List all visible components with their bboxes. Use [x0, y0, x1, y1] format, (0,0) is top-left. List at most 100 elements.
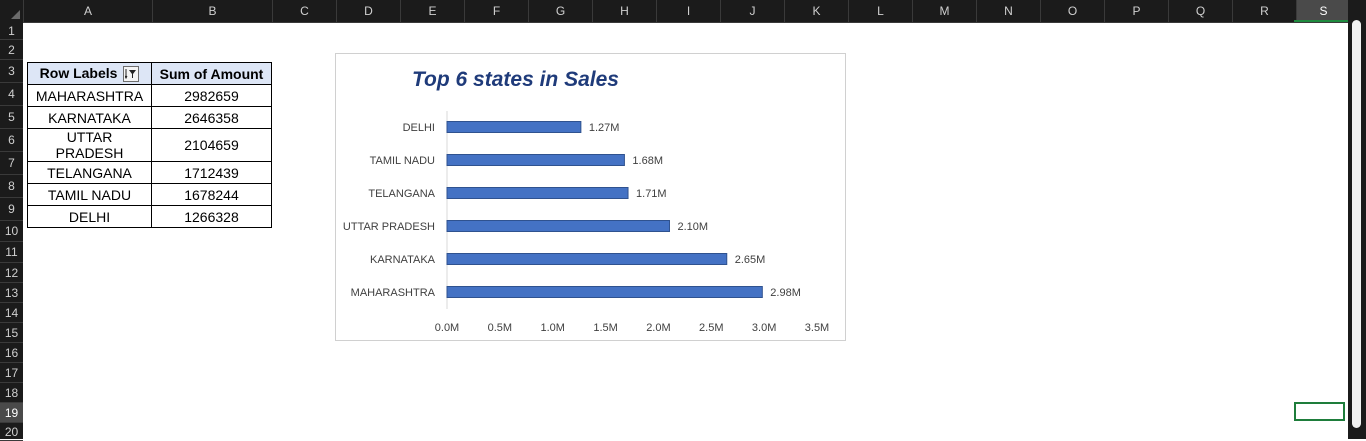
- column-header-q[interactable]: Q: [1169, 0, 1233, 22]
- row-header-15[interactable]: 15: [0, 323, 23, 343]
- x-tick-label: 2.0M: [646, 322, 670, 334]
- pivot-row: UTTAR PRADESH 2104659: [27, 128, 272, 162]
- row-header-14[interactable]: 14: [0, 303, 23, 323]
- category-label: TELANGANA: [368, 188, 435, 200]
- row-header-10[interactable]: 10: [0, 221, 23, 242]
- column-header-i[interactable]: I: [657, 0, 721, 22]
- select-all-triangle-icon: [11, 10, 20, 19]
- pivot-table: Row Labels Sum of Amount MAHARASHTRA 2982…: [27, 62, 272, 228]
- pivot-header-row-labels: Row Labels: [27, 62, 152, 85]
- pivot-row-label[interactable]: KARNATAKA: [27, 106, 152, 129]
- row-header-6[interactable]: 6: [0, 129, 23, 152]
- selection-indicator: [1294, 20, 1348, 22]
- row-header-2[interactable]: 2: [0, 40, 23, 60]
- row-header-7[interactable]: 7: [0, 152, 23, 175]
- sales-bar-chart[interactable]: Top 6 states in Sales DELHI 1.27M TAMIL NA…: [335, 53, 846, 341]
- data-label: 2.98M: [770, 287, 801, 299]
- pivot-header-row: Row Labels Sum of Amount: [27, 62, 272, 85]
- column-header-g[interactable]: G: [529, 0, 593, 22]
- data-label: 2.65M: [735, 254, 766, 266]
- x-tick-label: 3.0M: [752, 322, 776, 334]
- row-header-5[interactable]: 5: [0, 106, 23, 129]
- row-header-4[interactable]: 4: [0, 83, 23, 106]
- pivot-row: DELHI 1266328: [27, 205, 272, 228]
- row-labels-text: Row Labels: [39, 64, 118, 81]
- row-header-13[interactable]: 13: [0, 283, 23, 303]
- filter-sort-icon[interactable]: [123, 66, 140, 83]
- data-label: 1.68M: [632, 155, 663, 167]
- bar-maharashtra[interactable]: [446, 286, 763, 298]
- chart-title: Top 6 states in Sales: [412, 68, 619, 91]
- column-header-a[interactable]: A: [24, 0, 153, 22]
- x-tick-label: 0.0M: [435, 322, 459, 334]
- pivot-row-value[interactable]: 1712439: [151, 161, 272, 184]
- column-header-e[interactable]: E: [401, 0, 465, 22]
- column-header-k[interactable]: K: [785, 0, 849, 22]
- column-header-j[interactable]: J: [721, 0, 785, 22]
- row-header-12[interactable]: 12: [0, 263, 23, 283]
- row-header-bar: 1 2 3 4 5 6 7 8 9 10 11 12 13 14 15 16 17 18 19 20: [0, 22, 23, 441]
- column-header-m[interactable]: M: [913, 0, 977, 22]
- pivot-row-label[interactable]: UTTAR PRADESH: [27, 128, 152, 162]
- row-header-1[interactable]: 1: [0, 22, 23, 40]
- category-label: MAHARASHTRA: [351, 287, 436, 299]
- column-header-c[interactable]: C: [273, 0, 337, 22]
- column-header-f[interactable]: F: [465, 0, 529, 22]
- pivot-row: MAHARASHTRA 2982659: [27, 84, 272, 107]
- data-label: 2.10M: [677, 221, 708, 233]
- pivot-row-value[interactable]: 2104659: [151, 128, 272, 162]
- category-label: KARNATAKA: [370, 254, 436, 266]
- column-header-s[interactable]: S: [1297, 0, 1351, 22]
- bar-tamil-nadu[interactable]: [446, 154, 625, 166]
- x-tick-label: 3.5M: [805, 322, 829, 334]
- pivot-row: TAMIL NADU 1678244: [27, 183, 272, 206]
- column-header-n[interactable]: N: [977, 0, 1041, 22]
- category-label: UTTAR PRADESH: [343, 221, 435, 233]
- pivot-row-label[interactable]: MAHARASHTRA: [27, 84, 152, 107]
- pivot-row-label[interactable]: TELANGANA: [27, 161, 152, 184]
- scrollbar-thumb[interactable]: [1352, 20, 1361, 428]
- pivot-row-value[interactable]: 1678244: [151, 183, 272, 206]
- bar-karnataka[interactable]: [446, 253, 728, 265]
- bar-uttar-pradesh[interactable]: [446, 220, 670, 232]
- x-tick-label: 1.0M: [540, 322, 564, 334]
- category-label: DELHI: [403, 122, 435, 134]
- column-header-h[interactable]: H: [593, 0, 657, 22]
- column-header-o[interactable]: O: [1041, 0, 1105, 22]
- chart-plot-area: DELHI 1.27M TAMIL NADU 1.68M TELANGANA 1.71M U…: [343, 111, 829, 334]
- pivot-row-label[interactable]: TAMIL NADU: [27, 183, 152, 206]
- row-header-3[interactable]: 3: [0, 60, 23, 83]
- active-cell-s19[interactable]: [1294, 402, 1345, 421]
- data-label: 1.71M: [636, 188, 667, 200]
- row-header-11[interactable]: 11: [0, 242, 23, 263]
- row-header-18[interactable]: 18: [0, 383, 23, 403]
- row-header-17[interactable]: 17: [0, 363, 23, 383]
- pivot-row: TELANGANA 1712439: [27, 161, 272, 184]
- row-header-19[interactable]: 19: [0, 403, 23, 423]
- column-header-d[interactable]: D: [337, 0, 401, 22]
- bar-telangana[interactable]: [446, 187, 629, 199]
- column-header-p[interactable]: P: [1105, 0, 1169, 22]
- select-all-corner[interactable]: [0, 0, 24, 22]
- bar-delhi[interactable]: [446, 121, 582, 133]
- pivot-row-label[interactable]: DELHI: [27, 205, 152, 228]
- x-tick-label: 2.5M: [699, 322, 723, 334]
- pivot-row-value[interactable]: 1266328: [151, 205, 272, 228]
- column-header-b[interactable]: B: [153, 0, 273, 22]
- category-label: TAMIL NADU: [370, 155, 435, 167]
- x-tick-label: 0.5M: [488, 322, 512, 334]
- data-label: 1.27M: [589, 122, 620, 134]
- column-header-l[interactable]: L: [849, 0, 913, 22]
- row-header-9[interactable]: 9: [0, 198, 23, 221]
- row-header-20[interactable]: 20: [0, 423, 23, 441]
- pivot-row-value[interactable]: 2982659: [151, 84, 272, 107]
- row-header-16[interactable]: 16: [0, 343, 23, 363]
- pivot-header-sum: Sum of Amount: [151, 62, 272, 85]
- pivot-row: KARNATAKA 2646358: [27, 106, 272, 129]
- vertical-scrollbar[interactable]: [1348, 0, 1366, 439]
- row-header-8[interactable]: 8: [0, 175, 23, 198]
- pivot-row-value[interactable]: 2646358: [151, 106, 272, 129]
- x-tick-label: 1.5M: [593, 322, 617, 334]
- column-header-r[interactable]: R: [1233, 0, 1297, 22]
